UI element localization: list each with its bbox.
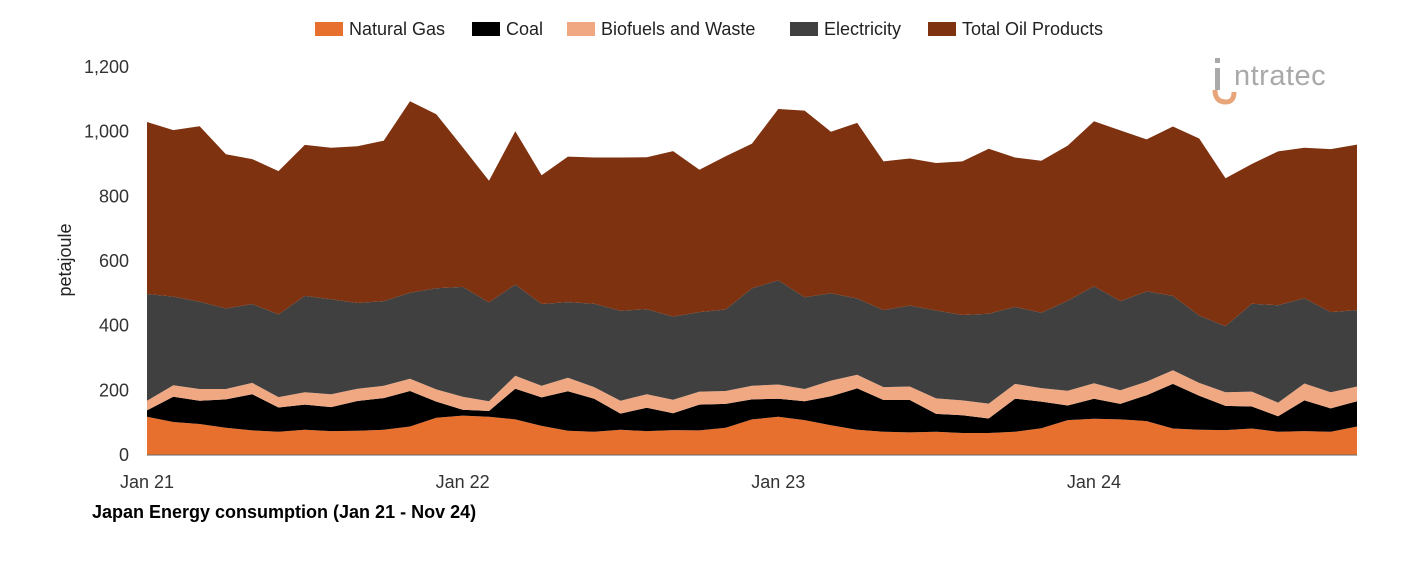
legend-swatch bbox=[315, 22, 343, 36]
legend-label: Biofuels and Waste bbox=[601, 19, 755, 39]
legend-label: Total Oil Products bbox=[962, 19, 1103, 39]
x-tick-label: Jan 22 bbox=[436, 472, 490, 492]
x-tick-label: Jan 24 bbox=[1067, 472, 1121, 492]
y-tick-label: 200 bbox=[99, 380, 129, 400]
x-axis-ticks: Jan 21 Jan 22 Jan 23 Jan 24 bbox=[120, 472, 1121, 492]
legend-item-electricity: Electricity bbox=[790, 19, 901, 39]
legend-swatch bbox=[790, 22, 818, 36]
legend-item-natural-gas: Natural Gas bbox=[315, 19, 445, 39]
chart-caption: Japan Energy consumption (Jan 21 - Nov 2… bbox=[92, 502, 477, 522]
intratec-logo bbox=[1212, 54, 1362, 106]
intratec-logo-mark-icon bbox=[1212, 58, 1237, 105]
legend-item-total-oil-products: Total Oil Products bbox=[928, 19, 1103, 39]
legend-swatch bbox=[567, 22, 595, 36]
y-tick-label: 800 bbox=[99, 186, 129, 206]
intratec-logo-text: ntratec bbox=[1234, 60, 1327, 92]
y-axis-ticks: 0 200 400 600 800 1,000 1,200 bbox=[84, 57, 129, 465]
legend-item-coal: Coal bbox=[472, 19, 543, 39]
legend-label: Coal bbox=[506, 19, 543, 39]
legend-label: Electricity bbox=[824, 19, 901, 39]
area-series-electricity bbox=[147, 280, 1357, 404]
y-tick-label: 0 bbox=[119, 445, 129, 465]
y-axis-title: petajoule bbox=[55, 223, 75, 296]
legend-swatch bbox=[928, 22, 956, 36]
legend-swatch bbox=[472, 22, 500, 36]
y-tick-label: 1,000 bbox=[84, 122, 129, 142]
x-tick-label: Jan 23 bbox=[751, 472, 805, 492]
area-series-biofuels-and-waste bbox=[147, 370, 1357, 419]
legend-label: Natural Gas bbox=[349, 19, 445, 39]
stacked-areas bbox=[147, 101, 1357, 455]
y-tick-label: 1,200 bbox=[84, 57, 129, 77]
y-tick-label: 400 bbox=[99, 316, 129, 336]
area-series-coal bbox=[147, 383, 1357, 433]
area-series-natural-gas bbox=[147, 415, 1357, 455]
area-series-total-oil-products bbox=[147, 101, 1357, 327]
legend-item-biofuels-and-waste: Biofuels and Waste bbox=[567, 19, 755, 39]
chart-legend: Natural Gas Coal Biofuels and Waste Electri… bbox=[315, 19, 1103, 39]
x-tick-label: Jan 21 bbox=[120, 472, 174, 492]
y-tick-label: 600 bbox=[99, 251, 129, 271]
